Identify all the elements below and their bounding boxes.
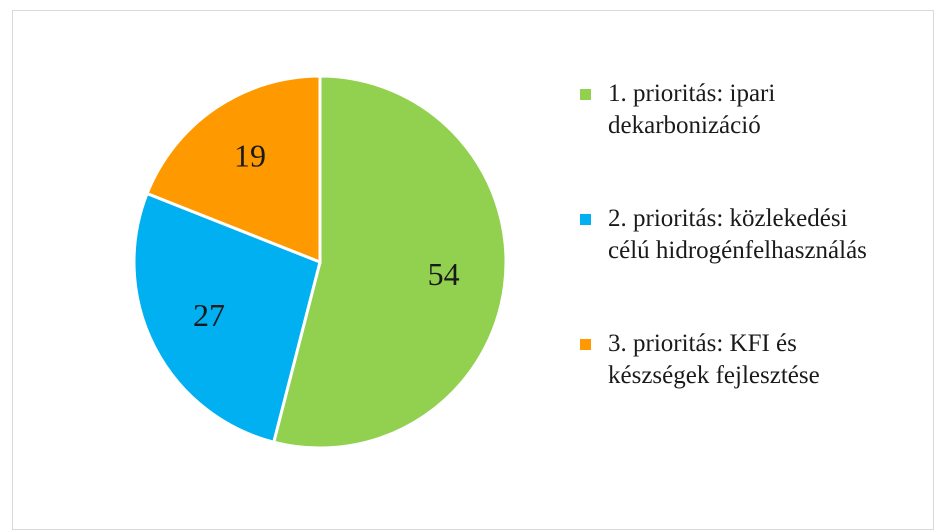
legend: 1. prioritás: ipari dekarbonizáció 2. pr… — [580, 78, 930, 392]
pie-slice-3 — [145, 74, 322, 265]
data-label-3: 19 — [234, 137, 266, 173]
legend-item-1: 1. prioritás: ipari dekarbonizáció — [580, 78, 930, 142]
pie-chart: 54 27 19 — [132, 74, 508, 450]
legend-item-2: 2. prioritás: közlekedési célú hidrogénf… — [580, 203, 930, 267]
data-label-1: 54 — [428, 256, 460, 292]
legend-label-2: 2. prioritás: közlekedési célú hidrogénf… — [608, 205, 867, 264]
legend-swatch-3 — [580, 339, 591, 350]
legend-item-3: 3. prioritás: KFI és készségek fejleszté… — [580, 328, 930, 392]
pie-slice-1 — [271, 74, 508, 450]
legend-label-3: 3. prioritás: KFI és készségek fejleszté… — [608, 330, 820, 389]
pie-slice-2 — [132, 191, 322, 444]
legend-swatch-1 — [580, 89, 591, 100]
legend-swatch-2 — [580, 214, 591, 225]
legend-label-1: 1. prioritás: ipari dekarbonizáció — [608, 80, 776, 139]
data-label-2: 27 — [193, 297, 225, 333]
